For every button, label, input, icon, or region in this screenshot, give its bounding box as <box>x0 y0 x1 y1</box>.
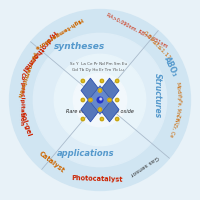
Text: Photocatalyst: Photocatalyst <box>71 175 123 182</box>
Text: Hydrothermal: Hydrothermal <box>20 29 57 72</box>
Polygon shape <box>100 97 119 122</box>
Text: Co-precipitation: Co-precipitation <box>18 72 24 126</box>
Text: syntheses: syntheses <box>53 42 105 51</box>
Text: High-temperature: High-temperature <box>33 16 83 50</box>
Text: Gd Tb Dy Ho Er Tm Yb Lu: Gd Tb Dy Ho Er Tm Yb Lu <box>72 68 124 72</box>
Circle shape <box>115 79 119 83</box>
Text: Microemulsion: Microemulsion <box>15 51 36 98</box>
Circle shape <box>115 117 119 121</box>
Text: Catalyst: Catalyst <box>38 150 66 174</box>
Circle shape <box>54 54 146 146</box>
Text: Sc Y  La Ce Pr Nd Pm Sm Eu: Sc Y La Ce Pr Nd Pm Sm Eu <box>70 62 127 66</box>
Circle shape <box>81 98 85 102</box>
Circle shape <box>108 98 111 102</box>
Text: applications: applications <box>57 149 115 158</box>
Text: Modify: Modify <box>175 82 182 102</box>
Circle shape <box>73 73 127 127</box>
Text: Sol-gel: Sol-gel <box>18 111 32 137</box>
Polygon shape <box>81 97 100 122</box>
Text: 0.89≤t≤1.11: 0.89≤t≤1.11 <box>142 30 171 61</box>
Text: Rare earth perovskite oxide: Rare earth perovskite oxide <box>66 109 134 114</box>
Text: Fe, Mn, Ni: Fe, Mn, Ni <box>174 99 182 123</box>
Circle shape <box>97 97 103 103</box>
Circle shape <box>10 10 190 190</box>
Circle shape <box>100 98 102 100</box>
Text: Gas sensor: Gas sensor <box>129 154 159 176</box>
Circle shape <box>98 108 102 111</box>
Text: RA>0.090nm, RB>0.051nm: RA>0.090nm, RB>0.051nm <box>106 12 168 49</box>
Circle shape <box>33 33 167 167</box>
Circle shape <box>100 117 104 121</box>
Circle shape <box>81 79 85 83</box>
Circle shape <box>81 117 85 121</box>
Circle shape <box>100 79 104 83</box>
Text: ABO₃: ABO₃ <box>163 55 180 78</box>
Circle shape <box>115 98 119 102</box>
Polygon shape <box>100 78 119 103</box>
Circle shape <box>98 89 102 92</box>
Polygon shape <box>81 78 100 103</box>
Text: Structures: Structures <box>153 73 162 118</box>
Text: Zn, Zr, Ce: Zn, Zr, Ce <box>168 113 181 138</box>
Polygon shape <box>89 86 111 114</box>
Circle shape <box>89 98 92 102</box>
